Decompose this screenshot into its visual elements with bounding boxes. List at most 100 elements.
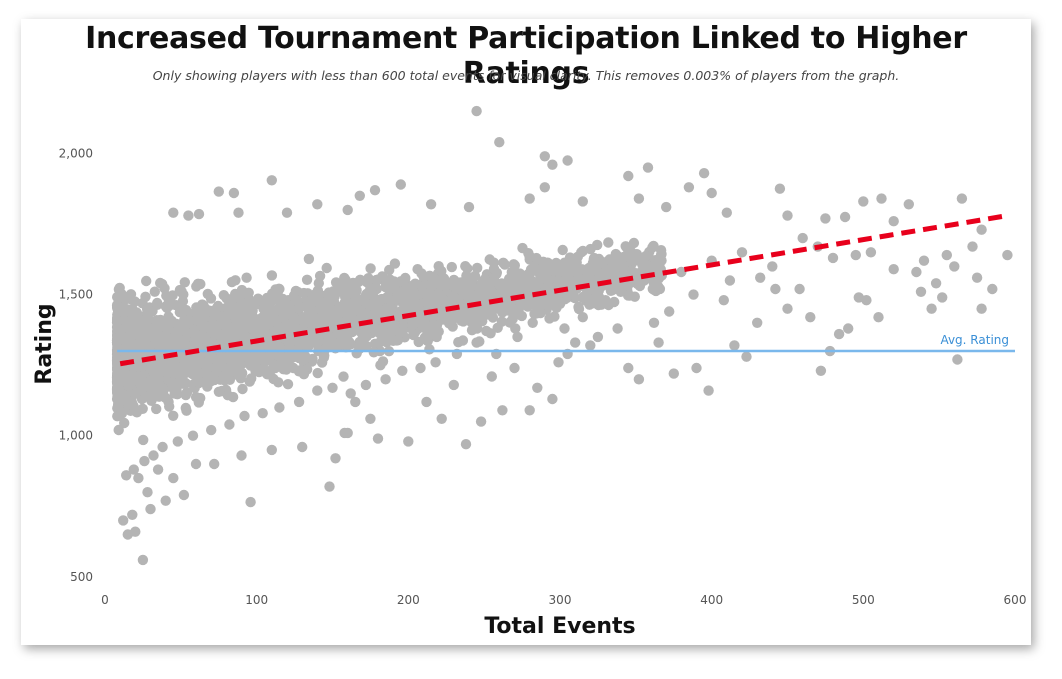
scatter-point bbox=[365, 413, 376, 424]
scatter-point bbox=[926, 303, 937, 314]
scatter-point bbox=[405, 293, 416, 304]
y-tick-label: 1,500 bbox=[59, 288, 93, 302]
y-tick-label: 500 bbox=[70, 570, 93, 584]
scatter-point bbox=[383, 306, 394, 318]
scatter-point bbox=[318, 352, 330, 363]
scatter-point bbox=[470, 307, 481, 318]
scatter-point bbox=[577, 312, 588, 323]
scatter-point bbox=[462, 290, 473, 302]
scatter-point bbox=[562, 155, 573, 166]
scatter-point bbox=[209, 458, 220, 470]
scatter-point bbox=[303, 341, 314, 352]
scatter-point bbox=[539, 182, 550, 193]
scatter-point bbox=[179, 277, 190, 288]
scatter-point bbox=[547, 159, 558, 170]
scatter-point bbox=[213, 386, 225, 397]
scatter-point bbox=[557, 244, 568, 256]
scatter-point bbox=[142, 487, 153, 498]
scatter-point bbox=[612, 261, 623, 272]
scatter-point bbox=[309, 289, 321, 300]
scatter-point bbox=[640, 250, 652, 262]
scatter-point bbox=[141, 275, 152, 287]
scatter-point bbox=[865, 247, 877, 258]
scatter-point bbox=[585, 243, 596, 255]
scatter-point bbox=[342, 305, 354, 316]
scatter-point bbox=[642, 162, 654, 173]
scatter-point bbox=[380, 374, 391, 385]
scatter-point bbox=[324, 481, 335, 492]
scatter-point bbox=[987, 283, 998, 295]
x-tick-label: 0 bbox=[101, 593, 109, 607]
y-axis-title: Rating bbox=[32, 303, 57, 384]
scatter-point bbox=[231, 365, 242, 376]
scatter-point bbox=[553, 357, 564, 368]
scatter-point bbox=[438, 311, 449, 323]
scatter-point bbox=[228, 348, 240, 359]
scatter-point bbox=[794, 283, 805, 295]
scatter-point bbox=[653, 337, 664, 348]
scatter-point bbox=[127, 313, 138, 324]
scatter-point bbox=[164, 360, 175, 371]
x-axis-ticks: 0 100 200 300 400 500 600 bbox=[101, 593, 1026, 607]
scatter-point bbox=[312, 367, 323, 379]
scatter-point bbox=[676, 266, 687, 278]
scatter-point bbox=[839, 211, 851, 223]
scatter-point bbox=[608, 269, 619, 280]
scatter-point bbox=[160, 392, 172, 404]
scatter-point bbox=[827, 252, 839, 264]
scatter-point bbox=[654, 267, 666, 278]
x-axis-title: Total Events bbox=[484, 614, 635, 639]
scatter-point bbox=[815, 365, 827, 376]
scatter-point bbox=[196, 330, 208, 341]
scatter-point bbox=[361, 331, 372, 342]
scatter-point bbox=[168, 472, 179, 484]
scatter-point bbox=[278, 354, 289, 366]
scatter-point bbox=[497, 405, 508, 416]
x-tick-label: 100 bbox=[245, 593, 268, 607]
scatter-point bbox=[949, 261, 960, 272]
scatter-point bbox=[226, 276, 238, 288]
scatter-point bbox=[976, 224, 987, 235]
scatter-point bbox=[418, 271, 429, 282]
scatter-point bbox=[176, 378, 188, 389]
scatter-point bbox=[588, 254, 599, 266]
scatter-point bbox=[463, 201, 475, 213]
scatter-point bbox=[193, 377, 205, 389]
scatter-point bbox=[385, 295, 396, 306]
scatter-point bbox=[485, 328, 496, 339]
scatter-point bbox=[202, 288, 213, 300]
scatter-point bbox=[592, 265, 603, 277]
scatter-point bbox=[583, 262, 595, 274]
scatter-point bbox=[407, 320, 418, 331]
scatter-point bbox=[654, 260, 665, 271]
scatter-point bbox=[140, 291, 151, 302]
scatter-point bbox=[375, 360, 386, 371]
scatter-point bbox=[428, 319, 439, 330]
scatter-point bbox=[321, 262, 332, 274]
scatter-point bbox=[540, 266, 551, 277]
scatter-point bbox=[293, 396, 305, 408]
scatter-point bbox=[524, 405, 535, 416]
scatter-point bbox=[193, 208, 205, 220]
scatter-point bbox=[415, 362, 426, 374]
scatter-point bbox=[971, 272, 983, 283]
scatter-point bbox=[915, 286, 927, 297]
scatter-point bbox=[395, 179, 406, 190]
scatter-point bbox=[421, 396, 432, 408]
scatter-point bbox=[797, 232, 808, 244]
scatter-point bbox=[248, 301, 259, 312]
scatter-point bbox=[179, 360, 190, 371]
scatter-point bbox=[512, 331, 523, 343]
chart-subtitle: Only showing players with less than 600 … bbox=[152, 68, 900, 83]
scatter-point bbox=[655, 245, 667, 256]
scatter-point bbox=[499, 259, 510, 270]
scatter-point bbox=[736, 247, 748, 258]
scatter-point bbox=[561, 278, 572, 289]
scatter-point bbox=[182, 352, 193, 363]
scatter-point bbox=[213, 186, 224, 197]
scatter-point bbox=[233, 207, 244, 218]
scatter-point bbox=[516, 310, 527, 322]
scatter-point bbox=[281, 207, 293, 218]
scatter-point bbox=[294, 301, 306, 313]
scatter-point bbox=[327, 286, 339, 297]
